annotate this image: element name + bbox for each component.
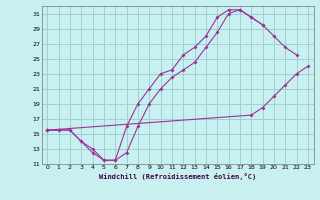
X-axis label: Windchill (Refroidissement éolien,°C): Windchill (Refroidissement éolien,°C): [99, 173, 256, 180]
